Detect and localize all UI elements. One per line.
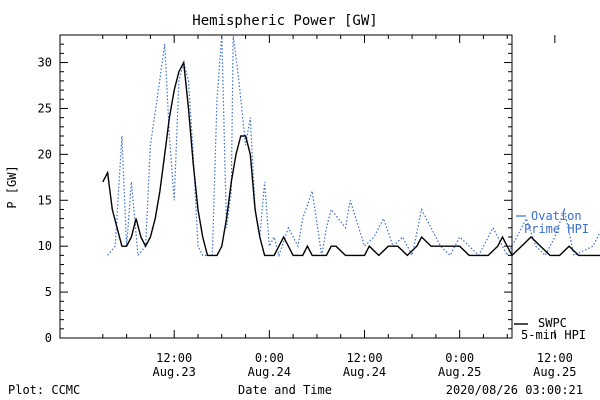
x-tick-date-label: Aug.25 — [533, 365, 576, 379]
x-tick-date-label: Aug.24 — [343, 365, 386, 379]
x-tick-date-label: Aug.25 — [438, 365, 481, 379]
x-tick-time-label: 12:00 — [156, 351, 192, 365]
x-tick-time-label: 0:00 — [255, 351, 284, 365]
series-layer — [102, 34, 600, 258]
y-axis-label: P [GW] — [5, 165, 19, 208]
x-tick-date-label: Aug.23 — [153, 365, 196, 379]
legend-label-ovation-line1: Ovation — [531, 209, 582, 223]
x-axis-ticks: 12:00Aug.230:00Aug.2412:00Aug.240:00Aug.… — [102, 35, 577, 379]
series-line-swpc-5min — [102, 60, 600, 257]
plot-timestamp: 2020/08/26 03:00:21 — [446, 383, 583, 397]
y-axis-ticks: 0 5 10 15 20 25 30 — [38, 34, 512, 345]
legend-label-swpc-line2: 5-min HPI — [521, 328, 586, 342]
y-tick-label: 25 — [38, 101, 52, 115]
x-tick-time-label: 0:00 — [445, 351, 474, 365]
plot-credit: Plot: CCMC — [8, 383, 80, 397]
legend-label-swpc-line1: SWPC — [538, 316, 567, 330]
y-tick-label: 30 — [38, 56, 52, 70]
x-tick-time-label: 12:00 — [346, 351, 382, 365]
y-tick-label: 10 — [38, 239, 52, 253]
x-tick-time-label: 12:00 — [537, 351, 573, 365]
y-tick-label: 15 — [38, 193, 52, 207]
y-tick-label: 20 — [38, 147, 52, 161]
y-tick-label: 5 — [45, 285, 52, 299]
x-tick-date-label: Aug.24 — [248, 365, 291, 379]
series-line-ovation-prime — [107, 34, 600, 258]
plot-frame — [59, 34, 513, 339]
y-tick-label: 0 — [45, 331, 52, 345]
x-axis-label: Date and Time — [238, 383, 332, 397]
legend-label-ovation-line2: Prime HPI — [524, 222, 589, 236]
chart-title: Hemispheric Power [GW] — [192, 13, 377, 29]
